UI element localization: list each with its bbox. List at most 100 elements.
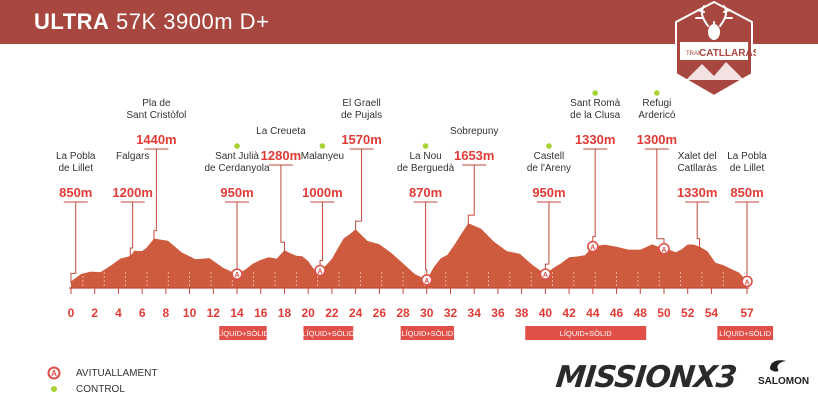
x-axis-tick-label: 52 [681, 306, 695, 320]
catllaras-logo: TRAIL CATLLARAS [675, 0, 756, 98]
waypoint-leader [355, 149, 363, 232]
waypoint-name: Sobrepuny [450, 126, 498, 137]
supply-marker [658, 242, 670, 255]
waypoint-altitude: 850m [730, 185, 763, 200]
waypoint-name: Refugi [642, 98, 671, 109]
supply-bar [303, 326, 354, 340]
waypoint-leader [544, 202, 550, 275]
supply-bar-label: LÍQUID+SÒLID [560, 329, 612, 338]
waypoint-name: de Lillet [730, 163, 765, 174]
control-dot [592, 90, 598, 96]
x-axis-tick-label: 57 [740, 306, 754, 320]
legend-supply-label: AVITUALLAMENT [76, 368, 158, 379]
waypoint-name: Sant Julià [215, 151, 259, 162]
x-axis-tick-label: 16 [254, 306, 268, 320]
waypoint-leader [425, 202, 428, 280]
waypoint-name: Pla de [142, 98, 171, 109]
race-title: ULTRA 57K 3900m D+ [34, 9, 269, 35]
waypoint-name: de Lillet [59, 163, 94, 174]
waypoint-leader [129, 202, 134, 258]
supply-bar-label: LÍQUID+SÒLID [302, 329, 354, 338]
race-title-bold: ULTRA [34, 9, 110, 34]
control-dot [319, 143, 326, 149]
x-axis-tick-label: 42 [562, 306, 576, 320]
salomon-logo: SALOMON [758, 376, 810, 387]
supply-marker [587, 240, 599, 253]
legend-supply-symbol: A [51, 369, 57, 378]
x-axis-tick-label: 18 [278, 306, 292, 320]
control-dot [654, 90, 660, 96]
waypoint-altitude: 1330m [575, 132, 615, 147]
waypoint-altitude: 950m [220, 185, 253, 200]
x-axis-tick-label: 0 [68, 306, 75, 320]
supply-bar [717, 326, 774, 340]
x-axis-tick-label: 44 [586, 306, 600, 320]
supply-marker-symbol: A [424, 278, 429, 285]
supply-bar [400, 326, 455, 340]
supply-marker [420, 274, 433, 286]
x-axis-tick-label: 32 [444, 306, 458, 320]
waypoint-altitude: 1570m [341, 132, 381, 147]
supply-bar-label: LÍQUID+SÒLID [217, 329, 269, 338]
waypoint-name: La Pobla [727, 151, 767, 162]
supply-marker-symbol: A [318, 269, 323, 276]
supply-bar-label: LÍQUID+SÒLID [401, 329, 453, 338]
missionx3-logo: MISSIONX3 [554, 360, 738, 395]
waypoint-name: La Nou [409, 151, 441, 162]
waypoint-name: Ardericó [638, 110, 676, 121]
legend-control-label: CONTROL [76, 384, 125, 395]
x-axis-tick-label: 6 [139, 306, 146, 320]
logo-badge-top: TRAIL [686, 51, 704, 57]
x-axis-tick-label: 24 [349, 306, 363, 320]
x-axis-tick-label: 14 [230, 306, 244, 320]
waypoint-name: Falgars [116, 151, 149, 162]
waypoint-name: de la Clusa [570, 110, 620, 121]
control-icon [51, 386, 57, 392]
waypoint-name: de Pujals [341, 110, 382, 121]
waypoint-leader [656, 149, 665, 249]
waypoint-altitude: 1440m [136, 132, 176, 147]
waypoint-name: El Graell [342, 98, 380, 109]
supply-bar [219, 326, 267, 340]
waypoint-altitude: 870m [409, 185, 442, 200]
x-axis-tick-label: 28 [396, 306, 410, 320]
waypoint-altitude: 1000m [302, 185, 342, 200]
waypoint-leader [70, 202, 77, 284]
supply-marker-symbol: A [235, 272, 240, 279]
supply-marker-symbol: A [744, 279, 749, 286]
waypoint-altitude: 1653m [454, 148, 494, 163]
supply-bar [525, 326, 647, 340]
waypoint-name: Xalet del [678, 151, 717, 162]
legend-control: CONTROL [76, 384, 125, 395]
supply-marker [539, 268, 552, 280]
x-axis-tick-label: 4 [115, 306, 122, 320]
waypoint-altitude: 1200m [112, 185, 152, 200]
waypoint-name: La Pobla [56, 151, 96, 162]
waypoint-altitude: 1300m [637, 132, 677, 147]
waypoint-name: La Creueta [256, 126, 306, 137]
x-axis-tick-label: 46 [610, 306, 624, 320]
supply-marker-symbol: A [590, 245, 595, 252]
control-dot [234, 143, 240, 149]
waypoint-leader [153, 149, 157, 241]
waypoint-leader [319, 202, 323, 271]
waypoint-altitude: 950m [532, 185, 565, 200]
waypoint-leader [592, 149, 596, 247]
supply-marker [231, 268, 243, 280]
waypoint-altitude: 1330m [677, 185, 717, 200]
x-axis-tick-label: 22 [325, 306, 339, 320]
control-dot [546, 143, 552, 149]
waypoint-name: de Berguedà [397, 163, 455, 174]
supply-icon [47, 366, 61, 380]
x-axis-tick-label: 40 [539, 306, 553, 320]
race-title-details: 57K 3900m D+ [116, 9, 270, 34]
terrain-area [71, 223, 747, 288]
waypoint-name: Sant Cristòfol [126, 110, 186, 121]
x-axis-tick-label: 12 [207, 306, 221, 320]
control-dot [422, 143, 429, 149]
waypoint-altitude: 850m [59, 185, 92, 200]
x-axis-tick-label: 34 [468, 306, 482, 320]
supply-marker [314, 264, 326, 277]
supply-marker [741, 275, 753, 288]
